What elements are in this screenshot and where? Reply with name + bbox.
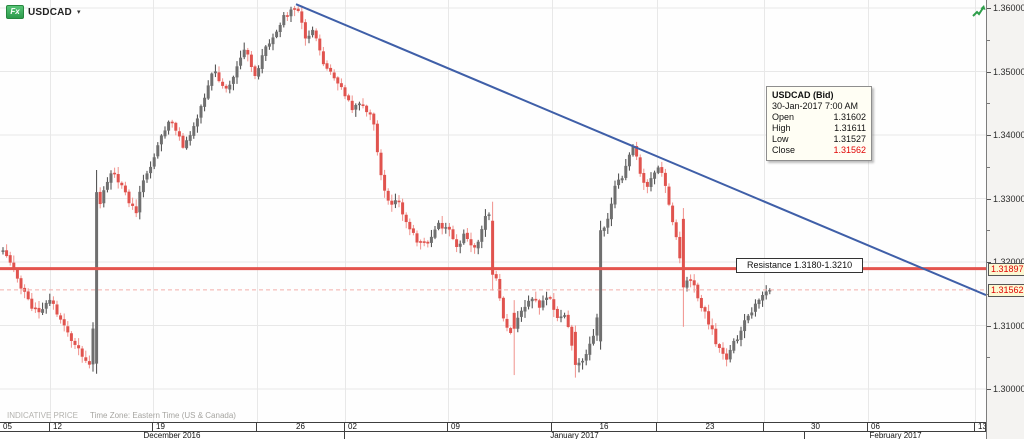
indicative-price-note: INDICATIVE PRICE Time Zone: Eastern Time … [7, 411, 236, 420]
y-axis-tick [987, 326, 991, 327]
instrument-selector[interactable]: Fx USDCAD ▾ [6, 5, 81, 19]
price-bars [3, 5, 770, 377]
y-axis-label: 1.31000 [993, 322, 1024, 331]
day-axis-cell: 23 [657, 423, 764, 431]
day-axis-cell: 26 [257, 423, 345, 431]
day-axis-cell: 05 [0, 423, 50, 431]
y-axis-minor-tick [987, 40, 990, 41]
date-axis-days: 0512192602091623300613 [0, 422, 986, 432]
y-axis-tick [987, 389, 991, 390]
chart-window: Fx USDCAD ▾ USDCAD (Bid) 30-Jan-2017 7:0… [0, 0, 1024, 439]
resistance-annotation-label[interactable]: Resistance 1.3180-1.3210 [736, 258, 863, 273]
indicative-text: INDICATIVE PRICE [7, 411, 78, 420]
timezone-text: Time Zone: Eastern Time (US & Canada) [90, 411, 236, 420]
trend-arrow-icon[interactable] [971, 3, 987, 19]
price-pane[interactable]: Fx USDCAD ▾ USDCAD (Bid) 30-Jan-2017 7:0… [0, 0, 986, 422]
tooltip-datetime: 30-Jan-2017 7:00 AM [772, 101, 866, 112]
day-axis-cell: 12 [50, 423, 153, 431]
y-axis-minor-tick [987, 167, 990, 168]
day-axis-cell: 13 [975, 423, 986, 431]
fx-badge-icon: Fx [6, 5, 24, 19]
y-axis-tick [987, 135, 991, 136]
y-axis-minor-tick [987, 357, 990, 358]
month-axis-cell: December 2016 [0, 432, 345, 439]
date-axis-months: December 2016January 2017February 2017 [0, 432, 986, 439]
month-axis-cell: January 2017 [345, 432, 805, 439]
y-axis-tick [987, 199, 991, 200]
day-axis-cell: 16 [552, 423, 657, 431]
y-axis-minor-tick [987, 103, 990, 104]
price-marker-badge: 1.31897 [988, 263, 1024, 276]
day-axis-cell: 30 [764, 423, 868, 431]
month-axis-cell: February 2017 [805, 432, 986, 439]
price-marker-badge: 1.31562 [988, 284, 1024, 297]
ohlc-chart-canvas[interactable] [0, 0, 986, 422]
tooltip-row: High1.31611 [772, 123, 866, 134]
tooltip-row: Open1.31602 [772, 112, 866, 123]
instrument-symbol: USDCAD [28, 7, 72, 18]
day-axis-cell: 06 [868, 423, 975, 431]
y-axis-label: 1.30000 [993, 385, 1024, 394]
y-axis-label: 1.33000 [993, 195, 1024, 204]
tooltip-row: Close1.31562 [772, 145, 866, 156]
price-axis: 1.360001.350001.340001.330001.320001.310… [986, 0, 1024, 439]
y-axis-label: 1.34000 [993, 131, 1024, 140]
day-axis-cell: 09 [448, 423, 552, 431]
ohlc-tooltip: USDCAD (Bid) 30-Jan-2017 7:00 AM Open1.3… [766, 86, 872, 161]
tooltip-title: USDCAD (Bid) [772, 90, 866, 101]
y-axis-label: 1.36000 [993, 4, 1024, 13]
tooltip-row: Low1.31527 [772, 134, 866, 145]
chevron-down-icon: ▾ [77, 8, 81, 16]
y-axis-label: 1.35000 [993, 68, 1024, 77]
y-axis-tick [987, 72, 991, 73]
day-axis-cell: 19 [153, 423, 257, 431]
y-axis-tick [987, 8, 991, 9]
y-axis-minor-tick [987, 230, 990, 231]
descending-trendline [296, 4, 986, 295]
day-axis-cell: 02 [345, 423, 448, 431]
